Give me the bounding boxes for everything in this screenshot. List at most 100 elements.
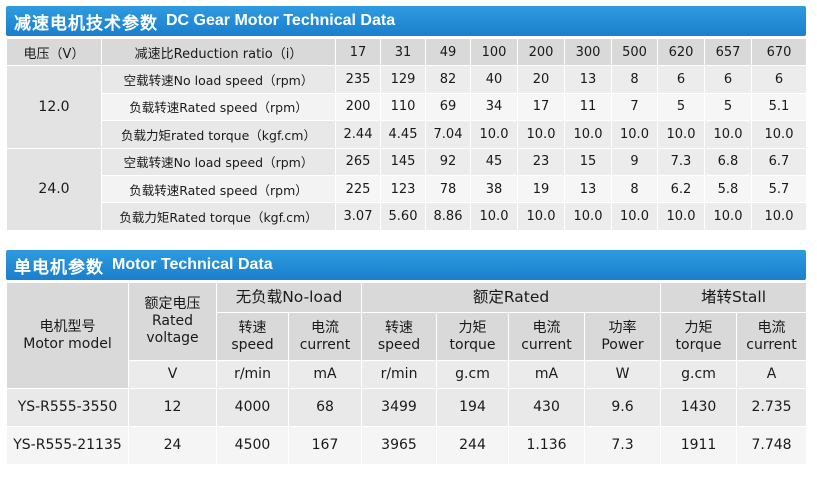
motor-row: YS-R555-3550 12 4000 68 3499 194 430 9.6 1430 2.7… [6,388,808,427]
rated-voltage-en2: voltage [146,330,199,346]
gear-header-row: 电压（V） 减速比Reduction ratio（i） 17 31 49 100… [6,37,807,67]
value-cell: 200 [335,92,381,122]
model-cell: YS-R555-3550 [6,388,129,427]
unit-cell: r/min [361,360,437,389]
motor-value-cell: 7.3 [583,426,662,465]
value-cell: 10.0 [751,202,807,231]
sub-header-en: current [299,336,351,353]
sub-header: 电流 current [736,312,808,361]
value-cell: 10.0 [704,202,752,231]
motor-value-cell: 1.136 [508,426,585,465]
unit-cell: r/min [216,360,289,389]
gear-row: 负载转速Rated speed（rpm） 200 110 69 34 17 11 7 5 5 5.1 [7,92,807,122]
motor-title-zh: 单电机参数 [14,257,104,278]
rated-voltage-zh: 额定电压 [144,296,201,312]
motor-value-cell: 194 [436,388,509,427]
motor-title-en: Motor Technical Data [112,256,273,273]
rated-voltage-header: 额定电压 Rated voltage [128,282,217,361]
motor-value-cell: 1911 [660,426,738,465]
sub-header-en: current [746,336,797,353]
value-cell: 5.1 [751,92,807,122]
value-cell: 10.0 [611,120,658,149]
gear-row: 负载力矩rated torque（kgf.cm） 2.44 4.45 7.04 10.0… [7,120,807,149]
value-cell: 10.0 [517,120,565,149]
value-cell: 5.8 [704,174,752,204]
value-cell: 9 [611,147,658,176]
value-cell: 13 [564,174,612,204]
sub-header-zh: 力矩 [458,319,487,336]
value-cell: 10.0 [704,120,752,149]
value-cell: 6.2 [657,174,705,204]
sub-header-en: current [521,336,572,353]
model-header-zh: 电机型号 [39,318,96,335]
value-cell: 3.07 [335,202,381,231]
motor-header-row-1: 电机型号 Motor model 额定电压 Rated voltage 无负载N… [6,282,808,389]
ratio-header: 减速比Reduction ratio（i） [101,37,336,67]
value-cell: 10.0 [751,120,807,149]
sub-header-zh: 电流 [311,319,339,336]
motor-value-cell: 1430 [660,388,738,427]
sub-header-zh: 电流 [532,319,561,336]
sub-header-zh: 功率 [608,319,637,336]
value-cell: 34 [470,92,518,122]
value-cell: 225 [335,174,381,204]
motor-value-cell: 9.6 [583,388,662,427]
voltage-header: 电压（V） [6,37,102,67]
value-cell: 265 [335,147,381,176]
voltage-cell: 24.0 [6,147,102,231]
sub-header-en: torque [675,336,722,353]
ratio-cell: 100 [470,37,518,67]
sub-header: 转速 speed [216,312,289,361]
sub-header: 转速 speed [361,312,437,361]
motor-value-cell: 3499 [361,388,437,427]
gear-row: 12.0 空载转速No load speed（rpm） 235 129 82 40 20 13… [6,65,807,149]
motor-value-cell: 68 [288,388,362,427]
value-cell: 23 [517,147,565,176]
model-header-en: Motor model [23,335,112,352]
value-cell: 13 [564,65,612,94]
sub-header-en: Power [601,336,644,353]
sub-header-en: speed [231,336,274,353]
value-cell: 69 [425,92,471,122]
gear-motor-title-bar: 减速电机技术参数 DC Gear Motor Technical Data [6,6,806,36]
gear-motor-table: 电压（V） 减速比Reduction ratio（i） 17 31 49 100… [6,37,807,231]
row-label: 负载转速Rated speed（rpm） [101,92,336,122]
motor-value-cell: 2.735 [736,388,808,427]
value-cell: 145 [380,147,426,176]
value-cell: 7.3 [657,147,705,176]
ratio-cell: 17 [335,37,381,67]
rated-voltage-en1: Rated [152,313,193,329]
value-cell: 6 [657,65,705,94]
motor-value-cell: 24 [128,426,217,465]
value-cell: 38 [470,174,518,204]
value-cell: 92 [425,147,471,176]
sub-header-en: speed [377,336,421,353]
unit-cell: A [736,360,808,389]
ratio-cell: 31 [380,37,426,67]
ratio-cell: 200 [517,37,565,67]
motor-table: 电机型号 Motor model 额定电压 Rated voltage 无负载N… [6,282,808,465]
value-cell: 6.7 [751,147,807,176]
value-cell: 5 [657,92,705,122]
sub-header-zh: 转速 [238,319,267,336]
row-label: 负载转速Rated speed（rpm） [101,174,336,204]
value-cell: 10.0 [657,202,705,231]
value-cell: 10.0 [470,120,518,149]
value-cell: 8.86 [425,202,471,231]
value-cell: 110 [380,92,426,122]
value-cell: 20 [517,65,565,94]
rated-header: 额定Rated [360,282,662,313]
value-cell: 78 [425,174,471,204]
ratio-cell: 670 [751,37,807,67]
value-cell: 7.04 [425,120,471,149]
sub-header-zh: 电流 [757,319,786,336]
gear-row: 负载转速Rated speed（rpm） 225 123 78 38 19 13 8 6.2 5.… [7,174,807,204]
voltage-unit: V [128,360,217,389]
motor-title-bar: 单电机参数 Motor Technical Data [6,250,806,280]
motor-row: YS-R555-21135 24 4500 167 3965 244 1.136 7.3 191… [6,426,808,465]
voltage-cell: 12.0 [6,65,102,149]
value-cell: 10.0 [564,202,612,231]
value-cell: 5 [704,92,752,122]
row-label: 负载力矩rated torque（kgf.cm） [101,120,336,149]
